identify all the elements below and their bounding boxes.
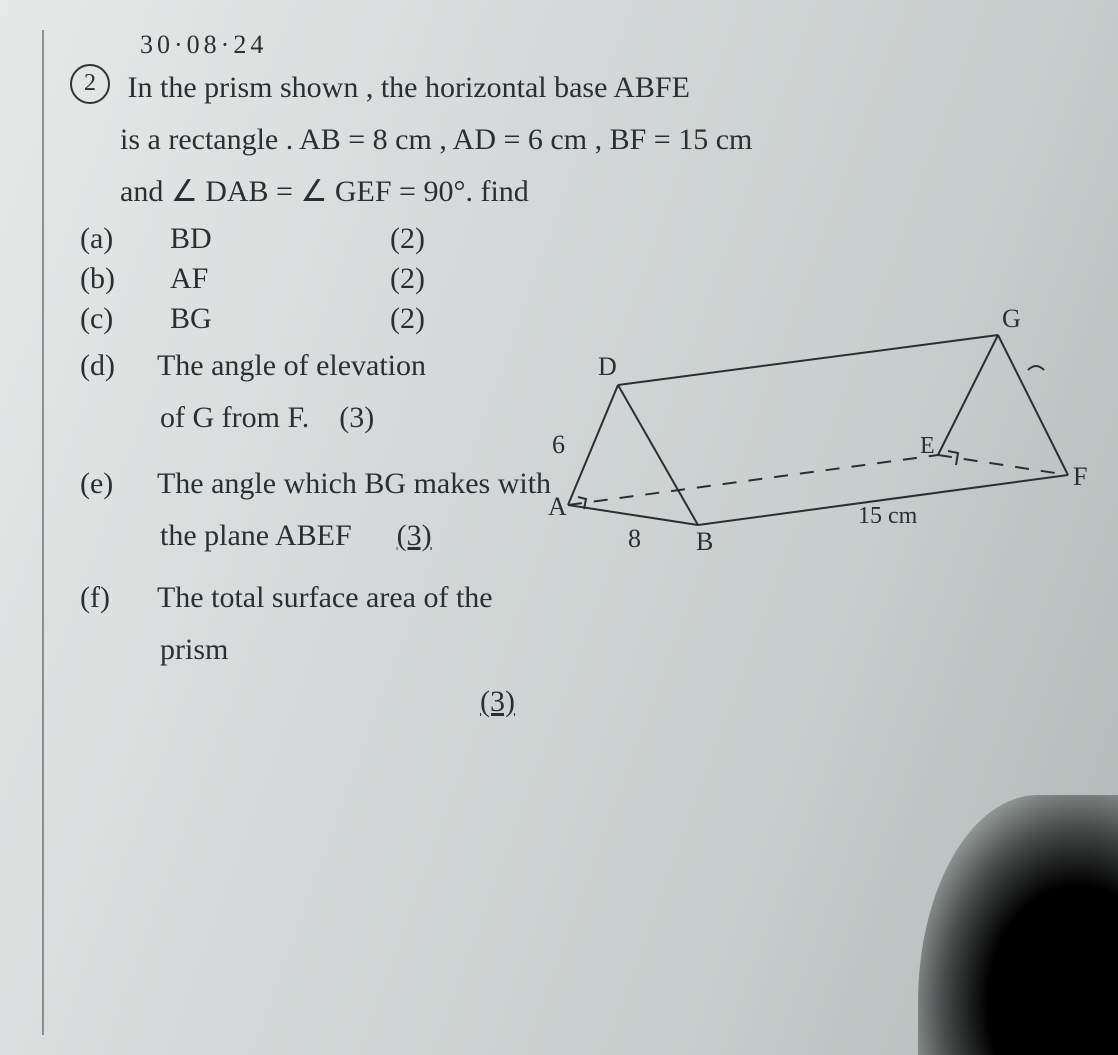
part-c-text: BG bbox=[170, 302, 390, 336]
stem-line-3: and ∠ DAB = ∠ GEF = 90°. find bbox=[120, 168, 1078, 216]
part-d-text1: The angle of elevation bbox=[157, 349, 426, 382]
edge-DG bbox=[618, 335, 998, 385]
part-d-marks: (3) bbox=[339, 401, 374, 434]
part-a-marks: (2) bbox=[390, 222, 470, 256]
part-f-text2: prism bbox=[160, 633, 228, 666]
part-f-marks-line: (3) bbox=[480, 678, 1078, 726]
part-a: (a) BD (2) bbox=[80, 222, 1078, 256]
label-E: E bbox=[920, 433, 935, 459]
label-G: G bbox=[1002, 304, 1021, 333]
hand-shadow bbox=[918, 795, 1118, 1055]
stem-line-1: 2 In the prism shown , the horizontal ba… bbox=[70, 64, 1078, 112]
stem-text-1: In the prism shown , the horizontal base… bbox=[128, 71, 690, 104]
part-f-marks: (3) bbox=[480, 685, 515, 718]
edge-GF bbox=[998, 335, 1068, 475]
part-e-text1: The angle which BG makes with bbox=[157, 467, 551, 500]
part-a-label: (a) bbox=[80, 222, 170, 256]
part-c-label: (c) bbox=[80, 302, 170, 336]
part-e-label: (e) bbox=[80, 460, 150, 508]
part-f-text1: The total surface area of the bbox=[157, 581, 493, 614]
part-f-line2: prism bbox=[160, 626, 1078, 674]
prism-svg: A B D E F G 6 8 15 cm bbox=[528, 275, 1088, 555]
label-B: B bbox=[696, 527, 713, 555]
date-heading: 30·08·24 bbox=[140, 30, 1078, 60]
part-a-text: BD bbox=[170, 222, 390, 256]
label-A: A bbox=[548, 492, 567, 521]
label-F: F bbox=[1073, 462, 1087, 491]
prism-diagram: A B D E F G 6 8 15 cm bbox=[528, 275, 1088, 555]
part-b-marks: (2) bbox=[390, 262, 470, 296]
tilde-mark bbox=[1028, 366, 1044, 370]
part-e-text2: the plane ABEF bbox=[160, 519, 352, 552]
part-f-line1: (f) The total surface area of the bbox=[80, 574, 1078, 622]
dim-AB: 8 bbox=[628, 524, 641, 553]
right-angle-E bbox=[948, 451, 958, 465]
stem-line-2: is a rectangle . AB = 8 cm , AD = 6 cm ,… bbox=[120, 116, 1078, 164]
dim-BF: 15 cm bbox=[858, 503, 918, 529]
edge-DB bbox=[618, 385, 698, 525]
label-D: D bbox=[598, 352, 617, 381]
dim-AD: 6 bbox=[552, 430, 565, 459]
part-b-label: (b) bbox=[80, 262, 170, 296]
handwritten-page: 30·08·24 2 In the prism shown , the hori… bbox=[0, 0, 1118, 1055]
edge-AD bbox=[568, 385, 618, 505]
margin-rule bbox=[42, 30, 44, 1035]
edge-AE bbox=[568, 455, 938, 505]
question-number-circle: 2 bbox=[70, 64, 110, 104]
part-f-label: (f) bbox=[80, 574, 150, 622]
part-d-text2: of G from F. bbox=[160, 401, 309, 434]
edge-GE bbox=[938, 335, 998, 455]
part-b-text: AF bbox=[170, 262, 390, 296]
part-d-label: (d) bbox=[80, 342, 150, 390]
edge-AB bbox=[568, 505, 698, 525]
part-c-marks: (2) bbox=[390, 302, 470, 336]
part-e-marks: (3) bbox=[397, 519, 432, 552]
